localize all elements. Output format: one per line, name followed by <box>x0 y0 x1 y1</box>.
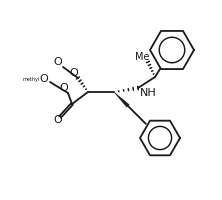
Text: O: O <box>54 115 62 125</box>
Text: methyl: methyl <box>23 76 40 82</box>
Text: O: O <box>54 57 62 67</box>
Text: O: O <box>60 83 68 93</box>
Text: Me: Me <box>135 52 149 62</box>
Text: O: O <box>70 68 78 78</box>
Text: NH: NH <box>140 88 157 98</box>
Polygon shape <box>114 92 129 107</box>
Text: O: O <box>39 74 48 84</box>
